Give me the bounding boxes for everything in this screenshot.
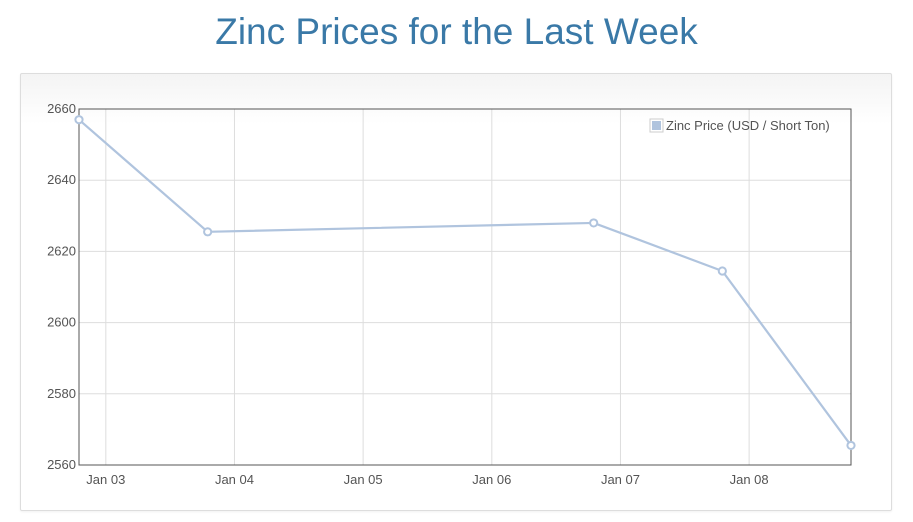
- chart-panel: 2560 2580 2600 2620 2640 2660 Jan 03 Jan 04 Jan …: [20, 73, 892, 511]
- page-title: Zinc Prices for the Last Week: [215, 11, 698, 52]
- data-point[interactable]: [589, 218, 599, 228]
- x-tick-label: Jan 08: [730, 472, 769, 487]
- x-tick-label: Jan 07: [601, 472, 640, 487]
- series-layer: [74, 115, 856, 451]
- legend-label: Zinc Price (USD / Short Ton): [666, 118, 830, 133]
- legend-swatch: [652, 121, 661, 130]
- x-tick-label: Jan 05: [344, 472, 383, 487]
- legend: Zinc Price (USD / Short Ton): [649, 118, 830, 133]
- y-tick-label: 2660: [47, 101, 76, 116]
- x-tick-label: Jan 03: [86, 472, 125, 487]
- plot-frame: [78, 108, 852, 466]
- data-point[interactable]: [846, 440, 856, 451]
- y-tick-label: 2640: [47, 172, 76, 187]
- y-tick-label: 2580: [47, 386, 76, 401]
- y-tick-label: 2600: [47, 315, 76, 330]
- x-tick-label: Jan 04: [215, 472, 254, 487]
- x-tick-label: Jan 06: [472, 472, 511, 487]
- axis-layer: 2560 2580 2600 2620 2640 2660 Jan 03 Jan 04 Jan …: [47, 101, 852, 487]
- data-point[interactable]: [203, 227, 213, 237]
- y-tick-label: 2560: [47, 457, 76, 472]
- series-line: [78, 118, 852, 447]
- line-chart: 2560 2580 2600 2620 2640 2660 Jan 03 Jan 04 Jan …: [47, 101, 856, 487]
- data-point[interactable]: [717, 266, 727, 276]
- data-point[interactable]: [74, 115, 84, 125]
- y-tick-label: 2620: [47, 243, 76, 258]
